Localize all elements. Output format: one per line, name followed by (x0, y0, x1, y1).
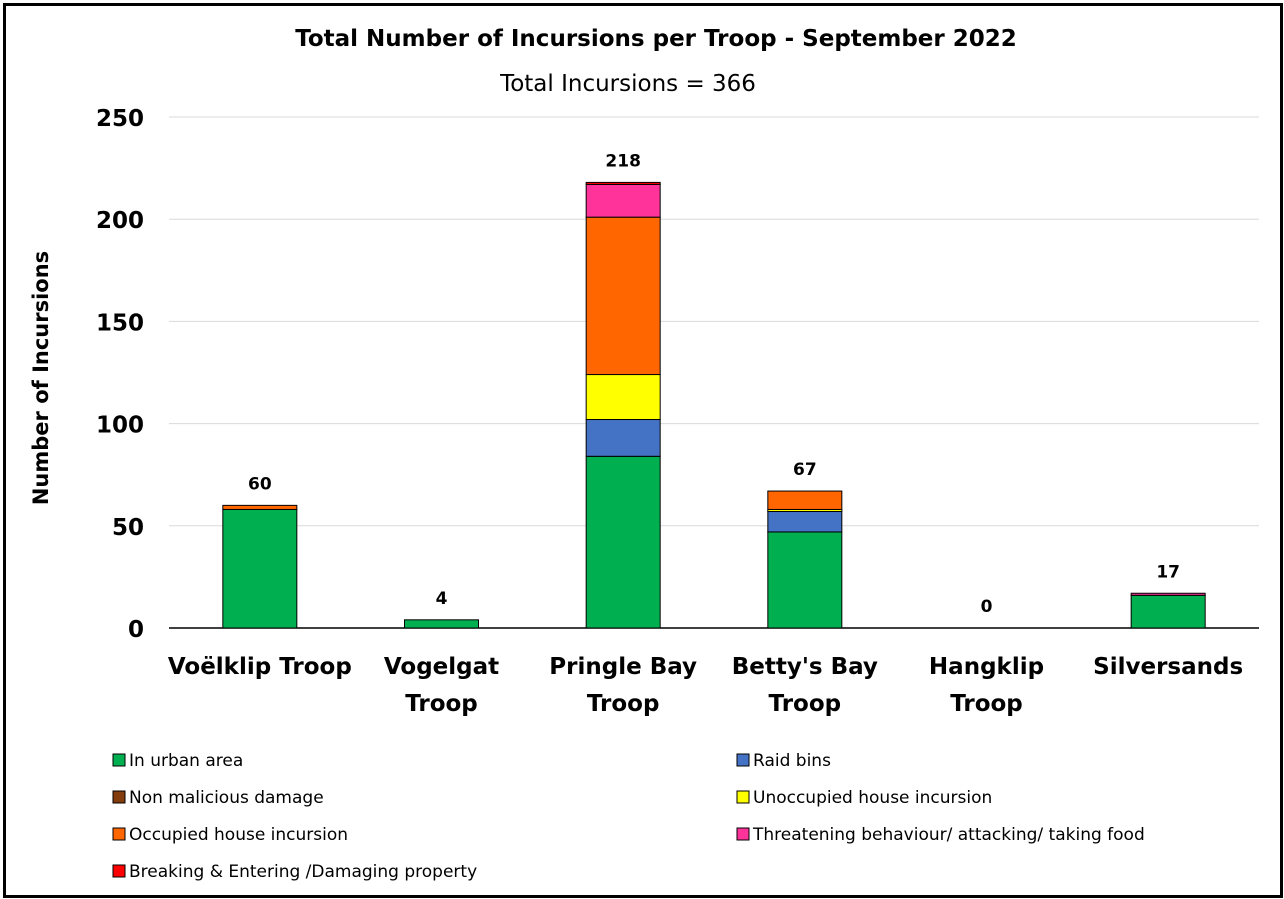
x-tick-labels: Voëlklip Troop Vogelgat Troop Pringle Bay Tr… (168, 654, 1243, 717)
data-labels: 60 4 218 67 0 17 (248, 151, 1180, 617)
y-tick-label: 250 (96, 106, 144, 132)
x-tick-label: Pringle Bay (549, 654, 697, 680)
x-tick-label: Vogelgat (384, 654, 499, 680)
y-axis-label: Number of Incursions (29, 251, 53, 505)
legend-label: Threatening behaviour/ attacking/ taking… (752, 825, 1145, 845)
y-tick-label: 200 (96, 208, 144, 234)
x-tick-label: Troop (950, 691, 1023, 717)
data-label: 67 (793, 460, 817, 480)
bar-segment (1130, 592, 1206, 596)
bar-segment (585, 181, 661, 185)
bar-segment (767, 510, 843, 533)
legend-swatch (736, 790, 750, 804)
chart-subtitle: Total Incursions = 366 (499, 71, 756, 97)
x-tick-label: Troop (769, 691, 842, 717)
legend-label: Unoccupied house incursion (753, 788, 992, 808)
x-tick-label: Voëlklip Troop (168, 654, 352, 680)
data-label: 218 (605, 151, 641, 171)
data-label: 0 (981, 597, 993, 617)
bar-segment (404, 619, 479, 629)
y-tick-labels: 0 50 100 150 200 250 (96, 106, 144, 643)
bar-segment (585, 374, 661, 421)
grid-lines (169, 116, 1259, 629)
bars (222, 181, 1206, 629)
bar-segment (585, 183, 661, 218)
legend-swatch (112, 790, 126, 804)
legend-swatch (112, 753, 126, 767)
legend-swatch (736, 827, 750, 841)
x-tick-label: Hangklip (929, 654, 1044, 680)
legend-label: Raid bins (753, 751, 831, 771)
legend-swatch (112, 864, 126, 878)
legend-swatch (736, 753, 750, 767)
legend: In urban area Raid bins Non malicious dama… (112, 751, 1145, 882)
y-tick-label: 50 (112, 515, 144, 541)
legend-label: In urban area (129, 751, 243, 771)
y-tick-label: 150 (96, 310, 144, 336)
data-label: 4 (436, 589, 448, 609)
x-tick-label: Troop (587, 691, 660, 717)
bar-segment (585, 455, 661, 629)
x-tick-label: Silversands (1093, 654, 1243, 680)
data-label: 17 (1156, 562, 1180, 582)
bar-segment (585, 216, 661, 376)
bar-segment (585, 419, 661, 457)
bar-segment (767, 490, 843, 510)
y-tick-label: 0 (128, 617, 144, 643)
chart-frame: Total Number of Incursions per Troop - S… (3, 3, 1283, 898)
chart-title: Total Number of Incursions per Troop - S… (295, 26, 1017, 52)
bar-segment (222, 504, 298, 510)
y-tick-label: 100 (96, 413, 144, 439)
legend-label: Non malicious damage (129, 788, 324, 808)
x-tick-label: Troop (405, 691, 478, 717)
bar-segment (1130, 594, 1206, 629)
bar-segment (222, 508, 298, 629)
x-tick-label: Betty's Bay (732, 654, 878, 680)
chart-svg: Total Number of Incursions per Troop - S… (29, 26, 1259, 882)
legend-swatch (112, 827, 126, 841)
legend-label: Occupied house incursion (129, 825, 348, 845)
legend-label: Breaking & Entering /Damaging property (129, 862, 477, 882)
data-label: 60 (248, 474, 272, 494)
bar-segment (767, 531, 843, 629)
